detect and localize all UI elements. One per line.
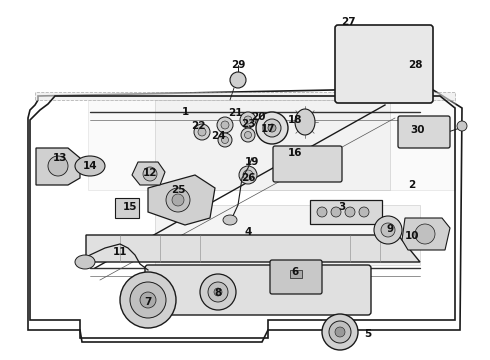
Circle shape — [166, 188, 190, 212]
Text: 22: 22 — [191, 121, 205, 131]
Circle shape — [240, 112, 256, 128]
Text: 29: 29 — [231, 60, 245, 70]
Circle shape — [218, 133, 232, 147]
Circle shape — [172, 194, 184, 206]
Circle shape — [268, 124, 276, 132]
Polygon shape — [155, 100, 390, 190]
Circle shape — [415, 224, 435, 244]
FancyBboxPatch shape — [335, 25, 433, 103]
Circle shape — [244, 116, 252, 124]
Circle shape — [359, 207, 369, 217]
Polygon shape — [86, 235, 420, 262]
Circle shape — [457, 121, 467, 131]
Text: 15: 15 — [123, 202, 137, 212]
Text: 28: 28 — [408, 60, 422, 70]
Circle shape — [194, 124, 210, 140]
Circle shape — [208, 282, 228, 302]
Circle shape — [335, 327, 345, 337]
Circle shape — [239, 166, 257, 184]
Text: 21: 21 — [228, 108, 242, 118]
Circle shape — [198, 128, 206, 136]
Polygon shape — [155, 205, 420, 265]
Text: 4: 4 — [245, 227, 252, 237]
Polygon shape — [88, 100, 455, 190]
Text: 5: 5 — [365, 329, 371, 339]
Circle shape — [322, 314, 358, 350]
Circle shape — [48, 156, 68, 176]
Text: 13: 13 — [53, 153, 67, 163]
Text: 30: 30 — [411, 125, 425, 135]
Polygon shape — [35, 92, 455, 100]
Text: 8: 8 — [215, 288, 221, 298]
Circle shape — [329, 321, 351, 343]
Circle shape — [230, 72, 246, 88]
Polygon shape — [36, 148, 80, 185]
Circle shape — [214, 288, 222, 296]
Circle shape — [130, 282, 166, 318]
FancyBboxPatch shape — [273, 146, 342, 182]
Circle shape — [256, 112, 288, 144]
Ellipse shape — [75, 255, 95, 269]
Bar — [290, 270, 302, 278]
Circle shape — [221, 136, 228, 144]
FancyBboxPatch shape — [145, 265, 371, 315]
Text: 14: 14 — [83, 161, 98, 171]
Ellipse shape — [295, 109, 315, 135]
Text: 7: 7 — [145, 297, 152, 307]
Bar — [310, 200, 382, 224]
Ellipse shape — [223, 215, 237, 225]
Text: 27: 27 — [341, 17, 355, 27]
Text: 20: 20 — [251, 112, 265, 122]
Circle shape — [140, 292, 156, 308]
Polygon shape — [148, 175, 215, 225]
Text: 1: 1 — [181, 107, 189, 117]
Text: 10: 10 — [405, 231, 419, 241]
Text: 11: 11 — [113, 247, 127, 257]
Text: 19: 19 — [245, 157, 259, 167]
Ellipse shape — [75, 156, 105, 176]
Bar — [115, 198, 139, 218]
Text: 12: 12 — [143, 168, 157, 178]
Circle shape — [120, 272, 176, 328]
Text: 2: 2 — [408, 180, 416, 190]
Text: 16: 16 — [288, 148, 302, 158]
Circle shape — [217, 117, 233, 133]
Text: 3: 3 — [339, 202, 345, 212]
FancyBboxPatch shape — [398, 116, 450, 148]
Text: 6: 6 — [292, 267, 298, 277]
Polygon shape — [132, 162, 165, 185]
Polygon shape — [402, 218, 450, 250]
Circle shape — [245, 131, 251, 139]
Circle shape — [143, 167, 157, 181]
FancyBboxPatch shape — [270, 260, 322, 294]
Circle shape — [221, 121, 229, 129]
Text: 17: 17 — [261, 124, 275, 134]
Text: 25: 25 — [171, 185, 185, 195]
Circle shape — [241, 128, 255, 142]
Text: 24: 24 — [211, 131, 225, 141]
Text: 18: 18 — [288, 115, 302, 125]
Circle shape — [331, 207, 341, 217]
Circle shape — [243, 170, 253, 180]
Circle shape — [381, 223, 395, 237]
Circle shape — [263, 119, 281, 137]
Text: 26: 26 — [241, 173, 255, 183]
Circle shape — [374, 216, 402, 244]
Text: 23: 23 — [241, 119, 255, 129]
Text: 9: 9 — [387, 224, 393, 234]
Circle shape — [200, 274, 236, 310]
Circle shape — [345, 207, 355, 217]
Circle shape — [317, 207, 327, 217]
